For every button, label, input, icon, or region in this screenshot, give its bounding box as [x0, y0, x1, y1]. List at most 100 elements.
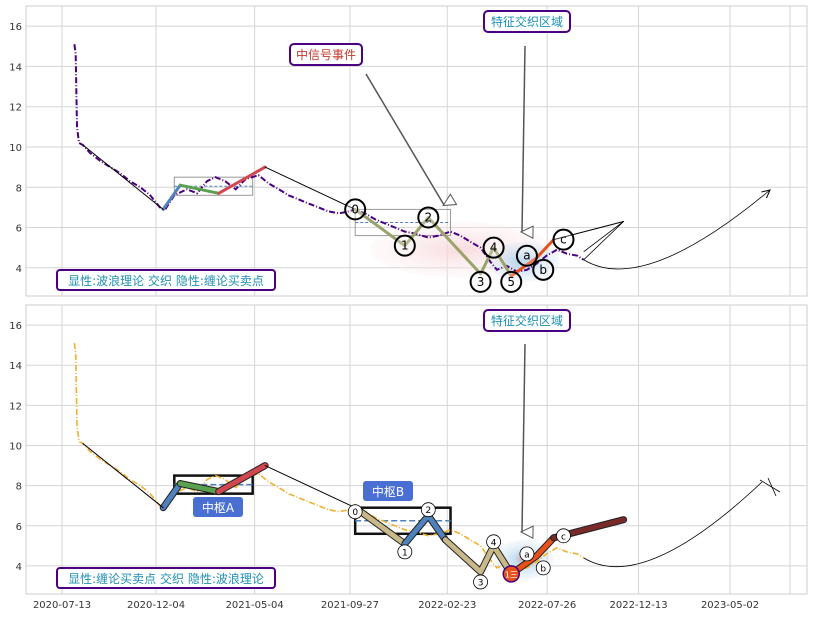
- x-tick-label: 2021-05-04: [226, 600, 284, 611]
- wave-segment: [217, 165, 267, 195]
- mode-text: 显性:波浪理论 交织 隐性:缠论买卖点: [68, 273, 264, 288]
- pivot-a-label: 中枢A: [202, 500, 235, 515]
- wave-label-text: 0: [352, 508, 358, 518]
- mode-box: [56, 269, 276, 291]
- y-tick-label: 10: [9, 143, 22, 154]
- wave-segment: [82, 443, 164, 509]
- interweave-zone-arrow: [522, 343, 525, 532]
- wave-segment: [442, 537, 514, 577]
- price-series-line: [73, 342, 585, 571]
- wave-label-circle: [393, 234, 416, 257]
- x-axis-labels: 2020-07-13 2020-12-04 2021-05-04 2021-09-27…: [33, 600, 759, 611]
- wave-label-text: 3: [478, 578, 484, 588]
- wave-segment: [178, 183, 221, 195]
- wave-label-text: 3: [477, 275, 485, 289]
- wave-label-circle: [482, 236, 505, 259]
- wave-label-circle: [519, 546, 535, 562]
- wave-label-text: 0: [351, 202, 359, 216]
- projection-curve: [583, 190, 770, 270]
- y-tick-label: 14: [9, 62, 22, 73]
- interweave-zone-box: [483, 10, 571, 33]
- wave-label-text: a: [524, 550, 530, 560]
- wave-label-circle: [420, 502, 436, 518]
- x-tick-label: 2023-05-02: [701, 600, 759, 611]
- wave-segment: [264, 465, 356, 509]
- wave-label-text: a: [523, 249, 530, 263]
- wave-label-circle: [469, 270, 492, 293]
- mode-box: [56, 567, 276, 589]
- wave-label-text: 2: [425, 210, 433, 224]
- wave-segment: [352, 505, 408, 547]
- wave-segment: [82, 144, 164, 210]
- wave-label-text: b: [539, 263, 547, 277]
- wave-label-circle: [473, 574, 488, 590]
- y-tick-label: 4: [16, 562, 22, 573]
- wave-label-circle: [532, 258, 555, 281]
- x-tick-label: 2020-07-13: [33, 600, 91, 611]
- pivot-b-label: 中枢B: [372, 484, 404, 499]
- wave-label-circle: [347, 504, 363, 520]
- plot-frame: [25, 304, 808, 595]
- wave-label-text: c: [560, 233, 567, 247]
- signal-event-arrow: [365, 73, 444, 205]
- signal-event-label: 中信号事件: [296, 47, 356, 62]
- wave-segment: [177, 481, 222, 495]
- x-tick-label: 2022-07-26: [518, 600, 576, 611]
- wave-label-circle: [556, 528, 571, 544]
- wave-label-circle: [535, 560, 551, 576]
- wave-label-circle: [417, 206, 440, 229]
- wave-label-text: 5: [507, 275, 515, 289]
- y-tick-label: 8: [16, 183, 22, 194]
- y-tick-label: 16: [9, 321, 22, 332]
- y-tick-label: 14: [9, 361, 22, 372]
- wave-segment: [160, 481, 183, 511]
- wave-label-circle: [515, 244, 538, 267]
- wave-segment: [161, 183, 182, 211]
- bottom-panel: 4681012141601234abc特征交织区域中枢A中枢B1三显性:缠论买卖…: [9, 304, 808, 595]
- wave-label-text: 4: [491, 538, 497, 548]
- wave-segment: [264, 166, 356, 210]
- interweave-zone-label: 特征交织区域: [491, 14, 563, 29]
- interweave-zone-label: 特征交织区域: [491, 313, 563, 328]
- signal-event-box: [289, 43, 363, 66]
- buy-point-marker: [502, 565, 521, 583]
- y-tick-label: 16: [9, 22, 22, 33]
- wave-label-text: 1: [401, 239, 409, 253]
- pivot-a-badge: [193, 497, 243, 517]
- mode-text: 显性:缠论买卖点 交织 隐性:波浪理论: [68, 571, 264, 586]
- x-tick-label: 2021-09-27: [321, 600, 379, 611]
- wave-label-circle: [552, 228, 575, 251]
- x-tick-label: 2020-12-04: [127, 600, 185, 611]
- y-tick-label: 4: [16, 264, 22, 275]
- price-series-line: [73, 44, 585, 273]
- wave-label-circle: [500, 270, 523, 293]
- wave-label-text: c: [561, 532, 566, 542]
- y-tick-label: 6: [16, 224, 22, 235]
- buy-point-label: 1三: [505, 570, 518, 579]
- y-tick-label: 12: [9, 401, 22, 412]
- interweave-zone-box: [483, 309, 571, 332]
- interweave-zone-arrow: [522, 45, 525, 232]
- projection-curve: [583, 481, 763, 568]
- wave-label-text: b: [540, 564, 546, 574]
- wave-segment: [508, 535, 557, 577]
- y-tick-label: 12: [9, 103, 22, 114]
- x-tick-label: 2022-12-13: [610, 600, 668, 611]
- y-tick-label: 8: [16, 482, 22, 493]
- wave-label-text: 4: [490, 241, 498, 255]
- wave-segment: [553, 221, 625, 241]
- y-tick-label: 10: [9, 441, 22, 452]
- y-tick-label: 6: [16, 522, 22, 533]
- wave-label-circle: [397, 544, 413, 560]
- projection-end-mark: [759, 477, 781, 497]
- wave-label-circle: [486, 534, 502, 550]
- projection-fan: [583, 221, 624, 261]
- wave-label-text: 1: [402, 548, 408, 558]
- wave-segment: [216, 463, 268, 495]
- wave-label-text: 2: [425, 506, 431, 516]
- x-tick-label: 2022-02-23: [418, 600, 476, 611]
- pivot-b-badge: [363, 481, 413, 501]
